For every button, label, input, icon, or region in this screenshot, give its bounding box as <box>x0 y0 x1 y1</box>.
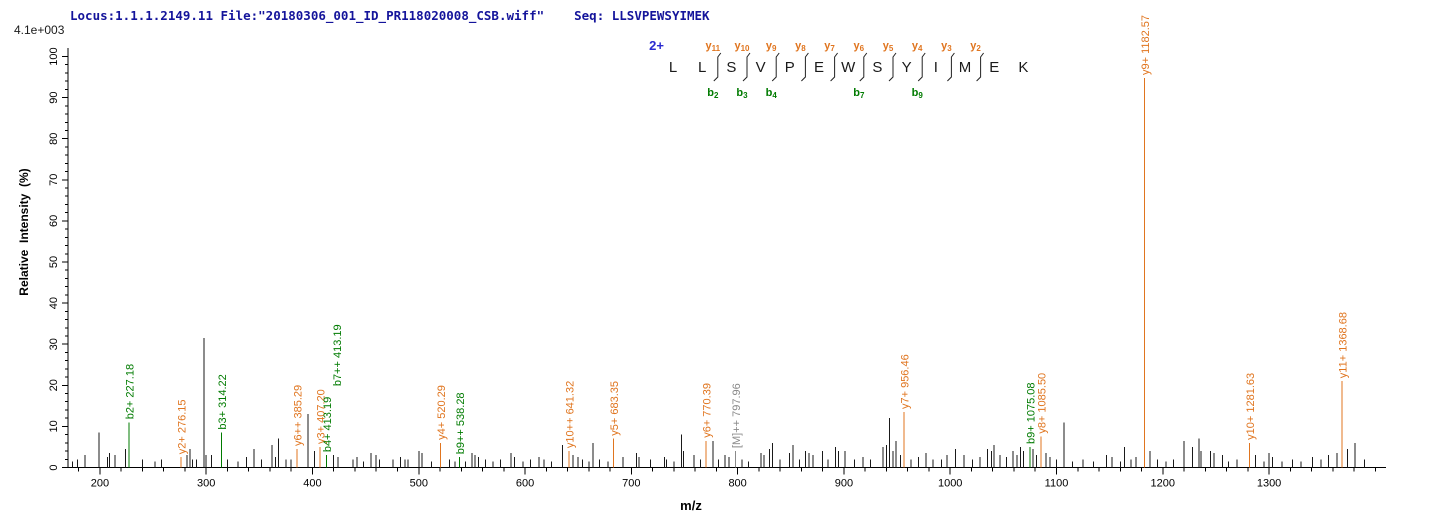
x-tick-label: 900 <box>835 478 853 490</box>
residue-letter: L <box>698 59 706 76</box>
annotated-peaks: b2+ 227.18 y2+ 276.15 b3+ 314.22 y6++ 385.2… <box>124 15 1350 468</box>
y-tick-label: 0 <box>48 464 60 470</box>
sequence-text: Seq: LLSVPEWSYIMEK <box>574 8 710 23</box>
fragment-mark <box>917 52 926 82</box>
fragment-mark <box>801 52 809 82</box>
peak-label-y10+: y10+ 1281.63 <box>1245 373 1257 440</box>
peak-label-y6++: y6++ 385.29 <box>292 385 304 446</box>
fragment-mark <box>859 52 868 82</box>
residue-letter: E <box>989 59 999 76</box>
x-tick-label: 200 <box>91 478 109 490</box>
peak-label-y9+: y9+ 1182.57 <box>1140 15 1152 75</box>
residue-letter: V <box>756 59 766 76</box>
y-tick-label: 10 <box>48 420 60 432</box>
locus-file-text: Locus:1.1.1.2149.11 File:"20180306_001_I… <box>70 8 545 23</box>
peak-label-b7++: b7++ 413.19 <box>332 324 344 386</box>
fragment-mark <box>976 52 984 82</box>
b-ion-label: b4 <box>766 87 778 100</box>
fragment-mark <box>713 52 722 82</box>
axes: 200 300 400 500 600 700 800 900 1000 1100 1200 1300 <box>62 48 1386 490</box>
y-tick-label: 40 <box>48 297 60 309</box>
y-tick-label: 50 <box>48 256 60 268</box>
residue-letter: K <box>1018 59 1028 76</box>
peak-label-y4+: y4+ 520.29 <box>436 385 448 440</box>
y-ion-label: y2 <box>970 40 981 53</box>
x-axis-title: m/z <box>680 498 702 513</box>
y-ion-label: y8 <box>795 40 806 53</box>
b-ion-label: b9 <box>912 87 924 100</box>
peak-label-y5+: y5+ 683.35 <box>609 381 621 436</box>
peak-label-b9+: b9+ 1075.08 <box>1026 382 1038 443</box>
b-ion-label: b3 <box>736 87 748 100</box>
peak-label-y2+: y2+ 276.15 <box>176 399 188 454</box>
y-ion-label: y6 <box>854 40 865 53</box>
x-tick-label: 300 <box>197 478 215 490</box>
fragment-mark <box>830 52 838 82</box>
peak-label-b3+: b3+ 314.22 <box>217 374 229 429</box>
peak-label-b2+: b2+ 227.18 <box>124 364 136 419</box>
y-ion-label: y11 <box>706 40 721 53</box>
fragment-mark <box>742 52 751 82</box>
y-ion-label: y10 <box>734 40 750 53</box>
y-ion-label: y5 <box>883 40 894 53</box>
residue-letter: Y <box>902 59 912 76</box>
peak-label-y11+: y11+ 1368.68 <box>1338 312 1350 378</box>
fragment-mark <box>947 52 955 82</box>
y-tick-label: 80 <box>48 133 60 145</box>
b-ion-label: b2 <box>707 87 719 100</box>
max-intensity-label: 4.1e+003 <box>14 23 65 37</box>
y-tick-label: 100 <box>48 47 60 65</box>
y-tick-label: 90 <box>48 91 60 103</box>
b-ion-label: b7 <box>853 87 865 100</box>
x-tick-label: 1300 <box>1257 478 1281 490</box>
peak-label-y7+: y7+ 956.46 <box>899 354 911 409</box>
peak-label-b9++: b9++ 538.28 <box>455 392 467 454</box>
x-tick-label: 600 <box>516 478 534 490</box>
peak-label-b4+: b4+ 413.19 <box>322 397 334 452</box>
noise-peaks <box>71 338 1366 468</box>
y-ion-label: y9 <box>766 40 777 53</box>
peak-label-y6+: y6+ 770.39 <box>702 383 714 438</box>
residue-letter: S <box>726 59 736 76</box>
peak-label-y3+: y3+ 407.20 <box>316 389 328 444</box>
y-tick-label: 30 <box>48 338 60 350</box>
x-tick-label: 500 <box>410 478 428 490</box>
x-tick-label: 1000 <box>938 478 962 490</box>
app-header-line: Locus:1.1.1.2149.11 File:"20180306_001_I… <box>70 8 710 23</box>
charge-state-label: 2+ <box>649 38 664 53</box>
fragment-mark <box>888 52 897 82</box>
residue-letter: M <box>959 59 972 76</box>
y-ion-label: y7 <box>824 40 835 53</box>
x-tick-label: 400 <box>303 478 321 490</box>
residue-letter: E <box>814 59 824 76</box>
peak-label-y10++: y10++ 641.32 <box>564 381 576 448</box>
fragment-mark <box>771 52 780 82</box>
x-tick-label: 800 <box>728 478 746 490</box>
y-tick-label: 20 <box>48 379 60 391</box>
y-ion-label: y3 <box>941 40 952 53</box>
x-tick-label: 700 <box>622 478 640 490</box>
peak-label-[M]++: [M]++ 797.96 <box>731 383 743 448</box>
y-ion-label: y4 <box>912 40 923 53</box>
residue-letter: L <box>669 59 677 76</box>
x-tick-label: 1100 <box>1045 478 1069 490</box>
residue-letter: S <box>872 59 882 76</box>
y-tick-label: 60 <box>48 215 60 227</box>
residue-letter: P <box>785 59 795 76</box>
residue-letter: I <box>934 59 938 76</box>
y-tick-label: 70 <box>48 174 60 186</box>
x-tick-label: 1200 <box>1151 478 1175 490</box>
peak-label-y8+: y8+ 1085.50 <box>1037 373 1049 434</box>
residue-letter: W <box>841 59 856 76</box>
